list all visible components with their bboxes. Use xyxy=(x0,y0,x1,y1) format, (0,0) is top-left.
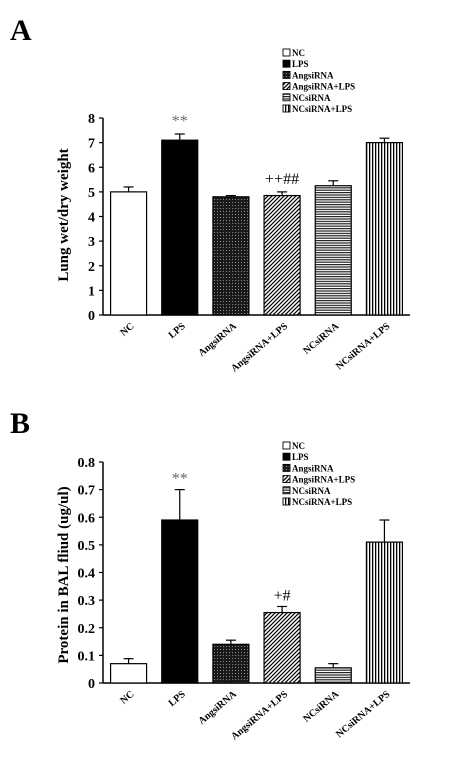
x-tick-label: AngsiRNA+LPS xyxy=(229,689,290,743)
panel-label-a: A xyxy=(10,14,32,47)
legend-swatch xyxy=(282,82,291,91)
legend-entry: NCsiRNA xyxy=(292,486,331,496)
bar-ncsirna xyxy=(314,185,352,316)
y-tick-label: 0.3 xyxy=(78,594,96,609)
x-tick-label: AngsiRNA+LPS xyxy=(229,321,290,375)
y-tick-label: 0.7 xyxy=(78,484,96,499)
legend-entry: AngsiRNA xyxy=(292,463,334,473)
x-tick-label: NCsiRNA+LPS xyxy=(334,689,393,741)
y-tick-label: 5 xyxy=(88,186,95,201)
bar-lps xyxy=(161,519,199,684)
legend-entry: LPS xyxy=(292,452,309,462)
significance-annotation: ** xyxy=(172,113,188,130)
legend-swatch xyxy=(282,475,291,484)
legend-swatch xyxy=(282,104,291,113)
bar-ncsirna xyxy=(314,667,352,684)
legend-swatch xyxy=(282,486,291,495)
x-tick-label: AngsiRNA xyxy=(196,688,239,727)
x-tick-label: NCsiRNA xyxy=(301,688,341,724)
significance-annotation: ** xyxy=(172,471,188,488)
x-tick-label: LPS xyxy=(167,689,188,709)
bar-angsirna xyxy=(212,196,250,316)
legend-entry: NCsiRNA xyxy=(292,93,331,103)
x-tick-label: NC xyxy=(118,321,136,339)
x-tick-label: NCsiRNA+LPS xyxy=(334,321,393,373)
y-axis-label: Protein in BAL fliud (ug/ul) xyxy=(56,486,72,663)
legend-swatch xyxy=(282,48,291,57)
bar-angsirna-plus-lps xyxy=(263,611,301,684)
legend-swatch xyxy=(282,59,291,68)
y-tick-label: 8 xyxy=(88,112,95,127)
y-tick-label: 0 xyxy=(88,677,95,692)
legend-swatch xyxy=(282,70,291,79)
bar-ncsirna-plus-lps xyxy=(365,541,404,684)
y-tick-label: 0.2 xyxy=(78,622,96,637)
y-tick-label: 0 xyxy=(88,309,95,324)
y-tick-label: 7 xyxy=(88,137,95,152)
y-tick-label: 0.8 xyxy=(78,456,96,471)
y-tick-label: 2 xyxy=(88,260,95,275)
legend-swatch xyxy=(282,441,291,450)
panel-b: B Protein in BAL fliud (ug/ul) 0 0.1 0.2 0.… xyxy=(10,407,410,742)
legend-entry: NCsiRNA+LPS xyxy=(292,104,352,114)
bar-angsirna-plus-lps xyxy=(263,194,301,316)
y-tick-label: 0.4 xyxy=(78,567,96,582)
y-axis-label: Lung wet/dry weight xyxy=(56,148,72,281)
legend-swatch xyxy=(282,452,291,461)
legend-entry: AngsiRNA+LPS xyxy=(292,82,355,92)
x-tick-label: NCsiRNA xyxy=(301,320,341,356)
legend-entry: AngsiRNA xyxy=(292,70,334,80)
bar-ncsirna-plus-lps xyxy=(365,142,404,316)
significance-annotation: ++## xyxy=(265,171,299,188)
y-tick-label: 0.6 xyxy=(78,511,96,526)
panel-label-b: B xyxy=(10,407,30,440)
y-tick-label: 0.5 xyxy=(78,539,96,554)
x-tick-label: AngsiRNA xyxy=(196,320,239,359)
significance-annotation: +# xyxy=(274,587,291,604)
legend-entry: NCsiRNA+LPS xyxy=(292,497,352,507)
legend-swatch xyxy=(282,497,291,506)
legend-entry: NC xyxy=(292,48,305,58)
legend-swatch xyxy=(282,463,291,472)
bar-lps xyxy=(161,139,199,316)
y-tick-label: 0.1 xyxy=(78,649,96,664)
x-tick-label: NC xyxy=(118,689,136,707)
y-tick-label: 4 xyxy=(88,211,95,226)
legend-entry: LPS xyxy=(292,59,309,69)
legend-entry: NC xyxy=(292,441,305,451)
y-tick-label: 1 xyxy=(88,284,95,299)
x-tick-label: LPS xyxy=(167,321,188,341)
bar-nc xyxy=(109,663,148,684)
legend-entry: AngsiRNA+LPS xyxy=(292,475,355,485)
legend-swatch xyxy=(282,93,291,102)
y-tick-label: 3 xyxy=(88,235,95,250)
y-tick-label: 6 xyxy=(88,161,95,176)
bar-nc xyxy=(109,191,148,316)
bar-angsirna xyxy=(212,643,250,684)
